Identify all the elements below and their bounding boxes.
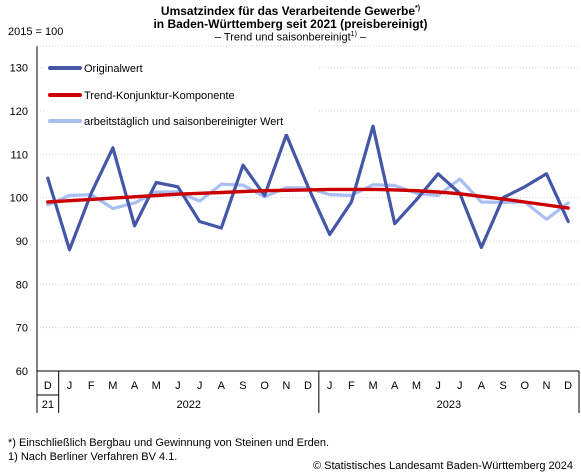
x-tick-label-month: M (412, 380, 421, 392)
x-tick-label-month: S (499, 380, 506, 392)
x-tick-label-month: A (478, 380, 486, 392)
x-tick-label-month: A (391, 380, 399, 392)
series-line (46, 187, 570, 210)
y-tick-label: 60 (16, 366, 28, 378)
y-tick-label: 130 (10, 63, 28, 75)
x-tick-label-month: M (368, 380, 377, 392)
legend-label: Trend-Konjunktur-Komponente (84, 90, 235, 102)
chart-title-superscript: *) (415, 5, 421, 12)
y-tick-label: 120 (10, 106, 28, 118)
y-tick-label: 80 (16, 279, 28, 291)
x-tick-label-month: J (175, 380, 181, 392)
chart-subtitle-text: – Trend und saisonbereinigt (214, 31, 351, 44)
x-tick-label-year: 2022 (177, 399, 201, 411)
x-tick-label-month: J (327, 380, 333, 392)
x-tick-label-month: N (282, 380, 290, 392)
x-tick-label-month: A (131, 380, 139, 392)
x-tick-label-month: O (260, 380, 269, 392)
y-tick-label: 90 (16, 236, 28, 248)
x-tick-label-year: 2023 (437, 399, 461, 411)
x-tick-label-month: J (435, 380, 441, 392)
footnote-2: 1) Nach Berliner Verfahren BV 4.1. (8, 451, 178, 463)
legend-label: arbeitstäglich und saisonbereinigter Wer… (84, 116, 283, 128)
y-tick-label: 70 (16, 323, 28, 335)
chart-title-text: Umsatzindex für das Verarbeitende Gewerb… (160, 4, 416, 18)
x-tick-label-month: J (67, 380, 73, 392)
x-tick-label-month: D (44, 380, 52, 392)
x-tick-label-month: D (564, 380, 572, 392)
footnote-1: *) Einschließlich Bergbau und Gewinnung … (8, 437, 330, 449)
x-tick-label-month: F (88, 380, 95, 392)
chart-subtitle: – Trend und saisonbereinigt1) – (0, 31, 581, 44)
x-tick-label-month: F (348, 380, 355, 392)
y-axis-unit-label: 2015 = 100 (8, 26, 63, 38)
legend-label: Originalwert (84, 63, 143, 75)
x-tick-label-month: J (457, 380, 463, 392)
copyright-notice: © Statistisches Landesamt Baden-Württemb… (312, 460, 573, 472)
x-tick-label-month: N (543, 380, 551, 392)
x-tick-label-month: J (197, 380, 203, 392)
x-tick-label-month: M (108, 380, 117, 392)
chart-subtitle-end: – (356, 31, 367, 44)
series-line (46, 124, 570, 252)
chart-title-line-2: in Baden-Württemberg seit 2021 (preisber… (153, 17, 428, 31)
y-tick-label: 100 (10, 193, 28, 205)
x-tick-label-month: D (304, 380, 312, 392)
x-tick-label-year: 21 (42, 399, 54, 411)
chart-title-line-1: Umsatzindex für das Verarbeitende Gewerb… (0, 4, 581, 18)
chart-subtitle-superscript: 1) (350, 31, 357, 38)
x-tick-label-month: M (152, 380, 161, 392)
legend-box (44, 52, 319, 134)
x-tick-label-month: A (218, 380, 226, 392)
x-tick-label-month: O (521, 380, 530, 392)
x-tick-label-month: S (239, 380, 246, 392)
y-tick-label: 110 (10, 149, 28, 161)
